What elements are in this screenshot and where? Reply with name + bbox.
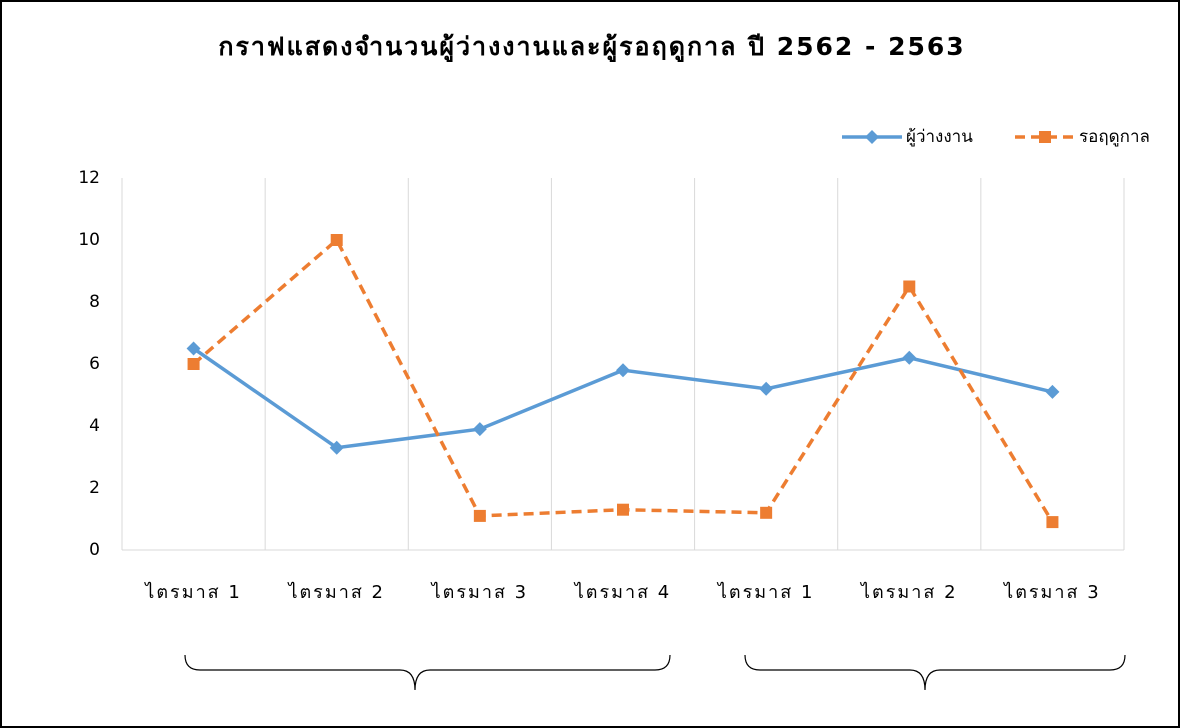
chart-title: กราฟแสดงจำนวนผู้ว่างงานและผู้รอฤดูกาล ปี… (218, 32, 965, 63)
y-tick-label: 8 (89, 292, 100, 312)
marker-square (760, 506, 773, 519)
group-brace (184, 654, 671, 691)
y-tick-label: 10 (78, 230, 100, 250)
marker-square (187, 358, 200, 370)
marker-square (330, 234, 343, 246)
marker-diamond (1045, 384, 1060, 399)
y-tick-label: 0 (89, 540, 100, 560)
x-tick-label: ไตรมาส 3 (1002, 581, 1101, 603)
marker-diamond (186, 341, 201, 356)
y-tick-label: 4 (89, 416, 100, 436)
marker-square (617, 503, 629, 516)
x-tick-label: ไตรมาส 2 (859, 581, 958, 603)
legend-marker (865, 130, 879, 144)
x-tick-label: ไตรมาส 1 (716, 581, 815, 603)
legend-marker (1039, 131, 1051, 143)
y-tick-label: 6 (89, 354, 100, 374)
legend-label: ผู้ว่างงาน (906, 127, 973, 147)
x-tick-label: ไตรมาส 2 (286, 581, 385, 603)
marker-square (1046, 516, 1059, 529)
marker-diamond (902, 350, 917, 365)
group-brace (744, 654, 1126, 691)
y-tick-label: 2 (89, 478, 100, 498)
x-tick-label: ไตรมาส 3 (430, 581, 529, 603)
legend-label: รอฤดูกาล (1079, 127, 1150, 147)
marker-diamond (472, 422, 487, 437)
y-tick-label: 12 (78, 168, 100, 188)
marker-square (903, 280, 916, 293)
x-tick-label: ไตรมาส 1 (143, 581, 242, 603)
marker-diamond (616, 363, 630, 378)
x-tick-label: ไตรมาส 4 (573, 581, 672, 603)
marker-diamond (329, 440, 344, 455)
marker-diamond (759, 381, 774, 396)
marker-square (473, 509, 486, 522)
